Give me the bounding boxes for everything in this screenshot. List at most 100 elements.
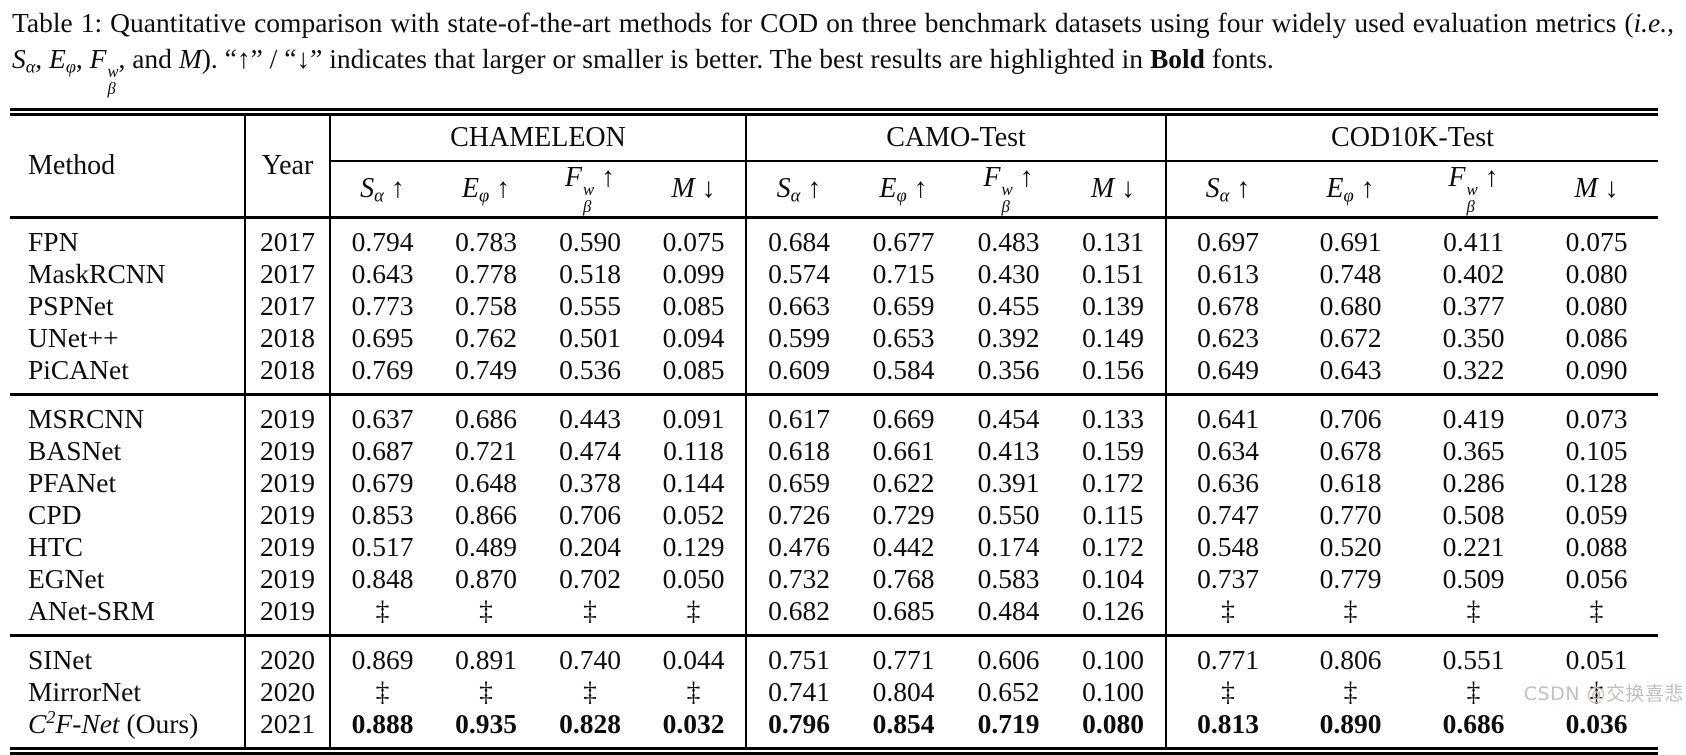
metric-value-cell: 0.454 xyxy=(977,402,1040,434)
metric-value-cell: 0.686 xyxy=(1442,707,1505,739)
year-cell: 2019 xyxy=(245,594,331,635)
metric-value-cell: 0.649 xyxy=(1197,353,1259,385)
metric-value-cell: 0.771 xyxy=(872,643,935,675)
metric-value-cell: 0.085 xyxy=(642,289,747,322)
metric-value-cell: ‡ xyxy=(1466,594,1481,626)
metric-value-cell: 0.139 xyxy=(1061,289,1167,322)
metric-value-cell: 0.697 xyxy=(1197,225,1259,257)
metric-value-cell: 0.128 xyxy=(1565,466,1628,498)
metric-value-cell: 0.443 xyxy=(559,402,621,434)
metric-header: Sα ↑ xyxy=(776,172,822,206)
metric-value-cell: 0.888 xyxy=(351,707,414,739)
metric-value-cell: 0.643 xyxy=(1319,353,1382,385)
metric-value-cell: 0.869 xyxy=(351,643,414,675)
metric-value-cell: 0.706 xyxy=(559,498,621,530)
metric-value-cell: 0.104 xyxy=(1061,562,1167,595)
metric-value-cell: 0.796 xyxy=(768,707,830,739)
metric-value-cell: 0.131 xyxy=(1061,217,1167,258)
metric-value-cell: 0.322 xyxy=(1442,353,1505,385)
metric-value-cell: 0.682 xyxy=(768,594,830,626)
metric-value-cell: 0.555 xyxy=(559,289,621,321)
metric-value-cell: 0.509 xyxy=(1442,562,1505,594)
metric-value-cell: 0.623 xyxy=(1197,321,1259,353)
method-cell: BASNet xyxy=(10,434,246,467)
metric-value-cell: 0.088 xyxy=(1565,530,1628,562)
metric-value-cell: 0.659 xyxy=(768,466,830,498)
metric-value-cell: 0.080 xyxy=(1061,707,1167,751)
table-row: UNet++ 2018 0.695 0.762 0.501 0.094 0.599 0.653… xyxy=(10,321,1658,354)
year-cell: 2019 xyxy=(245,394,331,435)
method-cell: MaskRCNN xyxy=(10,257,246,290)
table-row: CPD 2019 0.853 0.866 0.706 0.052 0.726 0.729 0.5… xyxy=(10,498,1658,531)
metric-value-cell: 0.090 xyxy=(1565,353,1628,385)
metric-value-cell: 0.726 xyxy=(768,498,830,530)
metric-value-cell: 0.609 xyxy=(768,353,830,385)
year-cell: 2020 xyxy=(245,675,331,708)
metric-value-cell: 0.286 xyxy=(1442,466,1505,498)
metric-value-cell: 0.508 xyxy=(1442,498,1505,530)
metric-value-cell: 0.848 xyxy=(351,562,414,594)
method-cell: C2F-Net (Ours) xyxy=(10,707,246,751)
metric-header: Eφ ↑ xyxy=(461,172,511,206)
metric-value-cell: 0.679 xyxy=(351,466,414,498)
metric-value-cell: 0.684 xyxy=(768,225,830,257)
year-cell: 2019 xyxy=(245,530,331,563)
table-caption: Table 1: Quantitative comparison with st… xyxy=(12,7,1674,99)
metric-value-cell: 0.783 xyxy=(455,225,517,257)
metric-value-cell: 0.402 xyxy=(1442,257,1505,289)
metric-value-cell: 0.489 xyxy=(455,530,517,562)
metric-value-cell: 0.073 xyxy=(1565,402,1628,434)
table-row: MirrorNet 2020 ‡ ‡ ‡ ‡ 0.741 0.804 0.652 0.100 ‡ ‡ ‡… xyxy=(10,675,1658,708)
metric-header: M ↓ xyxy=(1574,172,1619,204)
metric-value-cell: 0.378 xyxy=(559,466,621,498)
col-header-year: Year xyxy=(245,112,331,217)
metric-value-cell: 0.050 xyxy=(642,562,747,595)
metric-value-cell: 0.617 xyxy=(768,402,830,434)
table-row: PiCANet 2018 0.769 0.749 0.536 0.085 0.609 0.58… xyxy=(10,353,1658,394)
metric-value-cell: 0.080 xyxy=(1565,257,1628,289)
metric-value-cell: ‡ xyxy=(1343,675,1358,707)
metric-value-cell: 0.520 xyxy=(1319,530,1382,562)
metric-value-cell: 0.483 xyxy=(977,225,1040,257)
metric-value-cell: 0.548 xyxy=(1197,530,1259,562)
table-row: FPN 2017 0.794 0.783 0.590 0.075 0.684 0.677 0.4… xyxy=(10,217,1658,258)
metric-value-cell: 0.100 xyxy=(1061,675,1167,708)
metric-value-cell: ‡ xyxy=(583,675,597,707)
metric-value-cell: 0.687 xyxy=(351,434,414,466)
metric-value-cell: 0.678 xyxy=(1197,289,1259,321)
row-group: MSRCNN 2019 0.637 0.686 0.443 0.091 0.617 0.669… xyxy=(10,394,1658,635)
metric-value-cell: 0.751 xyxy=(768,643,830,675)
metric-value-cell: 0.659 xyxy=(872,289,935,321)
metric-value-cell: ‡ xyxy=(642,594,747,635)
metric-value-cell: 0.221 xyxy=(1442,530,1505,562)
metric-header: Eφ ↑ xyxy=(1326,172,1375,206)
metric-value-cell: 0.678 xyxy=(1319,434,1382,466)
method-cell: EGNet xyxy=(10,562,246,595)
metric-header: M ↓ xyxy=(642,161,747,217)
method-cell: SINet xyxy=(10,635,246,676)
metric-value-cell: 0.634 xyxy=(1197,434,1259,466)
table-row: HTC 2019 0.517 0.489 0.204 0.129 0.476 0.442 0.1… xyxy=(10,530,1658,563)
metric-value-cell: 0.590 xyxy=(559,225,621,257)
metric-value-cell: 0.672 xyxy=(1319,321,1382,353)
metric-value-cell: 0.455 xyxy=(977,289,1040,321)
row-group: SINet 2020 0.869 0.891 0.740 0.044 0.751 0.771 0… xyxy=(10,635,1658,751)
metric-value-cell: 0.806 xyxy=(1319,643,1382,675)
year-cell: 2019 xyxy=(245,434,331,467)
metric-value-cell: 0.762 xyxy=(455,321,517,353)
method-cell: PSPNet xyxy=(10,289,246,322)
metric-value-cell: 0.085 xyxy=(642,353,747,394)
metric-value-cell: 0.691 xyxy=(1319,225,1382,257)
results-table: Method Year CHAMELEON CAMO-Test COD10K-T… xyxy=(10,108,1658,755)
metric-value-cell: 0.051 xyxy=(1565,643,1628,675)
metric-value-cell: 0.636 xyxy=(1197,466,1259,498)
metric-value-cell: 0.747 xyxy=(1197,498,1259,530)
metric-header: M ↓ xyxy=(1061,161,1167,217)
year-cell: 2019 xyxy=(245,562,331,595)
metric-value-cell: 0.715 xyxy=(872,257,935,289)
metric-header: Sα ↑ xyxy=(1205,172,1251,206)
metric-value-cell: ‡ xyxy=(479,594,493,626)
method-cell: UNet++ xyxy=(10,321,246,354)
